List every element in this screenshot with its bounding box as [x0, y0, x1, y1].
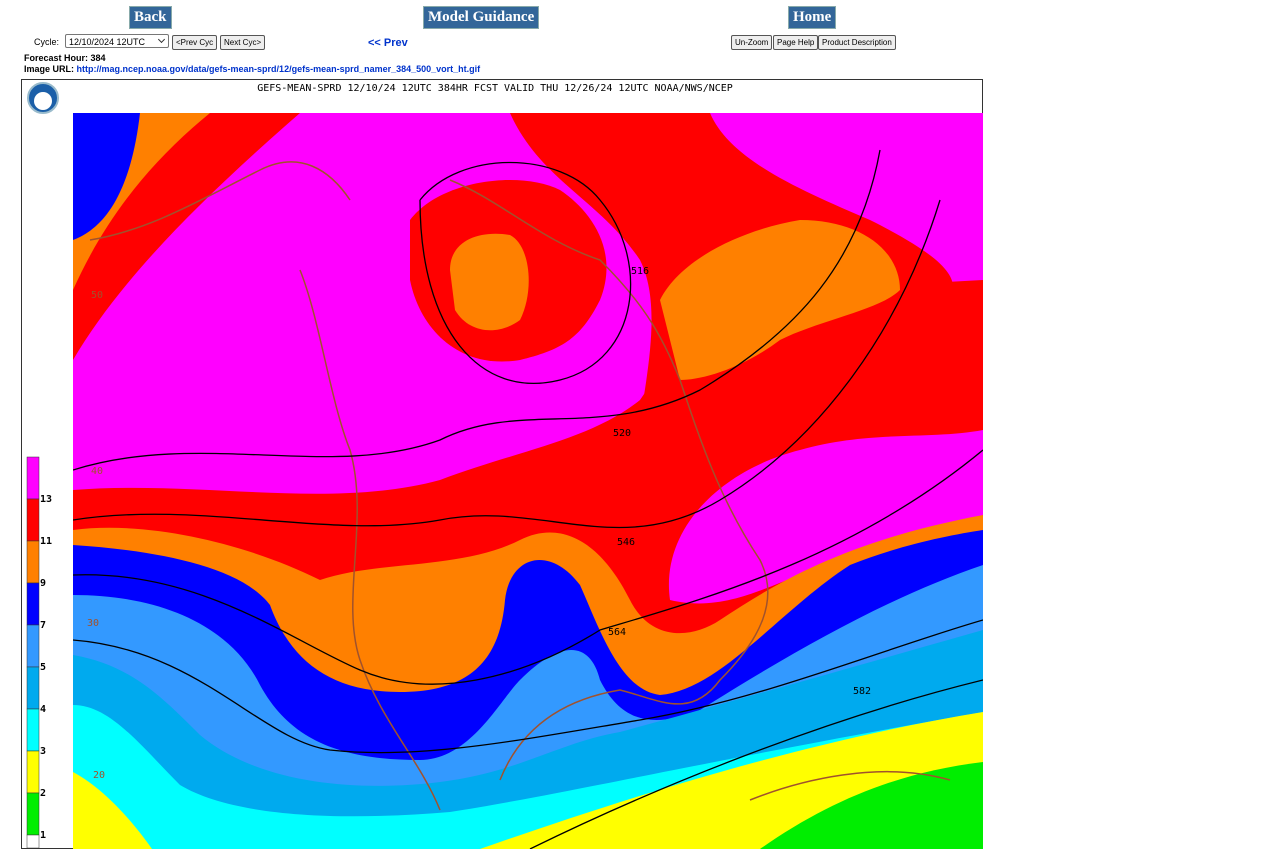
- home-button[interactable]: Home: [788, 6, 837, 29]
- colorbar-label: 9: [40, 578, 46, 589]
- colorbar-label: 11: [40, 536, 52, 547]
- colorbar-swatch: [26, 624, 40, 668]
- image-url-label: Image URL:: [24, 64, 75, 74]
- unzoom-button[interactable]: Un-Zoom: [731, 35, 773, 50]
- colorbar-label: 2: [40, 788, 46, 799]
- cycle-label: Cycle:: [34, 37, 60, 47]
- latitude-label: 20: [93, 770, 105, 781]
- colorbar-label: 13: [40, 494, 52, 505]
- contour-label: 546: [617, 537, 635, 548]
- colorbar-swatch: [26, 834, 40, 849]
- colorbar-swatch: [26, 708, 40, 752]
- colorbar-swatch: [26, 582, 40, 626]
- colorbar-swatch: [26, 792, 40, 836]
- field-blue: [73, 113, 140, 240]
- map-field: [73, 113, 983, 849]
- contour-label: 582: [853, 686, 871, 697]
- cycle-select[interactable]: 12/10/2024 12UTC: [65, 34, 169, 48]
- colorbar-swatch: [26, 456, 40, 500]
- prev-link[interactable]: << Prev: [368, 37, 408, 49]
- colorbar-label: 3: [40, 746, 46, 757]
- cycle-value: 12/10/2024 12UTC: [69, 37, 146, 47]
- field-orange: [450, 233, 529, 331]
- latitude-label: 40: [91, 466, 103, 477]
- noaa-logo-inner: [34, 92, 52, 110]
- colorbar-swatch: [26, 666, 40, 710]
- colorbar-label: 1: [40, 830, 46, 841]
- colorbar-label: 4: [40, 704, 46, 715]
- image-url-row: Image URL: http://mag.ncep.noaa.gov/data…: [24, 64, 480, 74]
- colorbar-label: 5: [40, 662, 46, 673]
- latitude-label: 30: [87, 618, 99, 629]
- colorbar-swatch: [26, 750, 40, 794]
- colorbar-swatch: [26, 498, 40, 542]
- product-description-button[interactable]: Product Description: [818, 35, 896, 50]
- image-url-link[interactable]: http://mag.ncep.noaa.gov/data/gefs-mean-…: [76, 64, 481, 74]
- page-help-button[interactable]: Page Help: [773, 35, 819, 50]
- latitude-label: 50: [91, 290, 103, 301]
- contour-label: 516: [631, 266, 649, 277]
- forecast-hour: Forecast Hour: 384: [24, 53, 106, 63]
- prev-cycle-button[interactable]: <Prev Cyc: [172, 35, 218, 50]
- next-cycle-button[interactable]: Next Cyc>: [220, 35, 266, 50]
- forecast-map: GEFS-MEAN-SPRD 12/10/24 12UTC 384HR FCST…: [21, 79, 983, 849]
- map-title: GEFS-MEAN-SPRD 12/10/24 12UTC 384HR FCST…: [257, 83, 733, 94]
- contour-label: 564: [608, 627, 626, 638]
- coastlines: [89, 161, 951, 811]
- contour-label: 520: [613, 428, 631, 439]
- field-green: [760, 762, 983, 849]
- field-magenta: [668, 430, 983, 604]
- colorbar-label: 7: [40, 620, 46, 631]
- height-contours: [73, 149, 983, 849]
- colorbar-swatch: [26, 540, 40, 584]
- colorbar: 13 11 9 7 5 4 3 2 1: [26, 456, 52, 849]
- field-yellow: [73, 772, 152, 849]
- model-guidance-button[interactable]: Model Guidance: [423, 6, 540, 29]
- back-button[interactable]: Back: [129, 6, 172, 29]
